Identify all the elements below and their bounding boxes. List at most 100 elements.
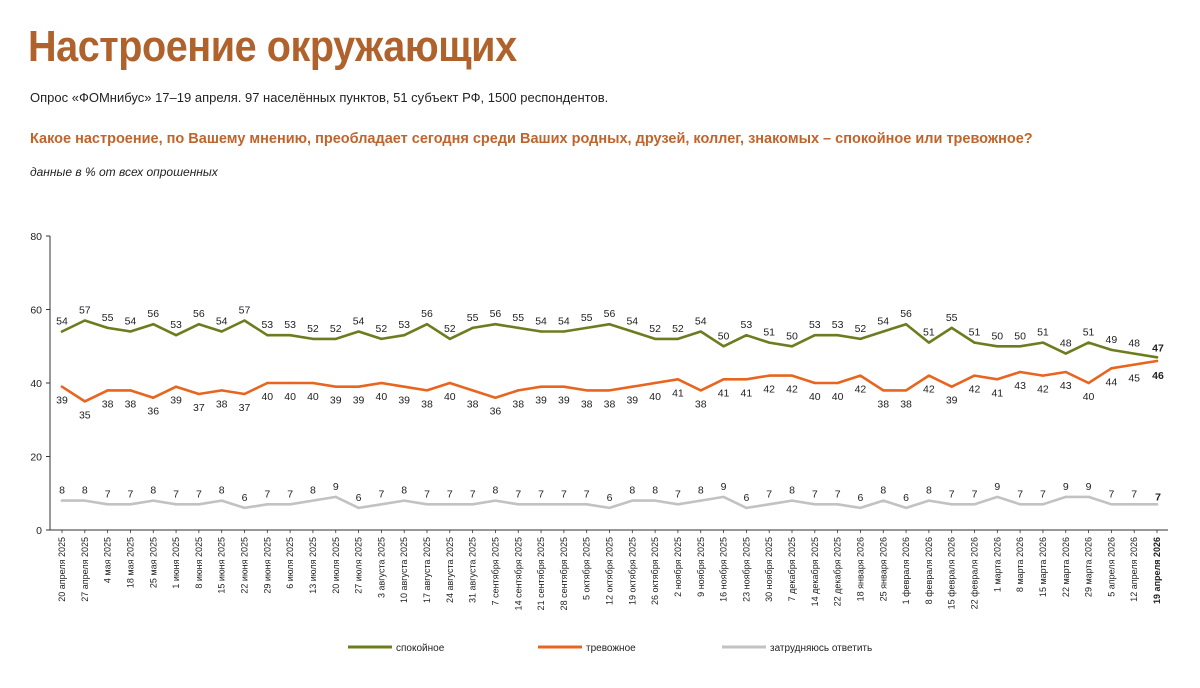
data-label: 6 [242,492,248,504]
data-point [585,326,588,330]
data-label: 40 [376,391,388,403]
data-label: 55 [512,312,524,324]
data-point [83,319,87,322]
data-point [517,389,520,392]
x-tick-label: 18 мая 2025 [125,537,135,588]
data-point [471,326,474,330]
data-point [425,323,429,326]
data-point [243,319,246,322]
x-tick-label: 12 октября 2025 [605,537,615,605]
data-point [174,503,178,506]
data-label: 37 [239,402,251,414]
x-tick-label: 13 июля 2025 [308,537,318,594]
x-tick-label: 10 августа 2025 [399,537,409,603]
data-point [904,389,908,392]
data-label: 53 [809,319,821,331]
data-point [311,337,315,341]
data-point [745,506,748,510]
data-label: 7 [128,488,134,500]
data-label: 7 [173,488,179,500]
data-point [266,381,269,385]
data-label: 52 [444,323,456,335]
data-point [653,337,657,341]
data-label: 56 [147,308,159,320]
data-point [836,381,839,385]
data-label: 7 [766,488,772,500]
data-label: 56 [421,308,433,320]
data-point [996,495,999,499]
x-tick-label: 29 июня 2025 [262,537,272,594]
data-label: 40 [444,391,456,403]
data-label: 42 [1037,384,1049,396]
data-point [608,323,611,326]
data-label: 8 [789,485,795,497]
data-label: 39 [535,395,547,407]
data-point [882,389,885,392]
data-label: 51 [969,327,981,339]
data-point [494,499,497,502]
data-label: 8 [652,485,658,497]
data-point [152,396,155,399]
data-label: 6 [356,492,362,504]
data-note: данные в % от всех опрошенных [30,165,218,179]
data-label: 38 [581,398,593,410]
data-point [996,378,999,381]
data-label: 35 [79,409,91,421]
data-label: 51 [763,327,775,339]
data-label: 7 [447,488,453,500]
data-point [220,330,223,333]
data-point [859,337,862,341]
data-point [1018,370,1022,374]
data-point [243,392,246,396]
data-point [1110,367,1113,370]
data-point [745,378,748,381]
data-label: 8 [310,485,316,497]
x-tick-label: 14 сентября 2025 [513,537,523,610]
data-point [60,385,64,388]
data-label: 51 [1083,327,1095,339]
survey-subtitle: Опрос «ФОМнибус» 17–19 апреля. 97 населё… [30,90,609,105]
data-label: 7 [378,488,384,500]
data-point [608,506,611,510]
data-label: 7 [972,488,978,500]
data-label: 52 [672,323,684,335]
data-point [996,345,999,348]
data-point [1155,356,1159,359]
data-point [357,506,360,510]
data-label: 40 [649,391,661,403]
data-point [836,503,839,506]
survey-question: Какое настроение, по Вашему мнению, прео… [30,131,1033,147]
data-label: 39 [170,395,182,407]
x-tick-label: 4 мая 2025 [103,537,113,583]
data-label: 38 [216,398,228,410]
x-tick-label: 24 августа 2025 [445,537,455,603]
data-label: 7 [584,488,590,500]
x-tick-label: 1 июня 2025 [171,537,181,589]
data-label: 6 [607,492,613,504]
data-point [402,385,406,388]
data-label: 39 [626,395,638,407]
data-point [380,381,383,385]
data-label: 41 [991,387,1003,399]
legend-label: тревожное [586,643,636,654]
data-label: 52 [330,323,342,335]
x-tick-label: 25 января 2026 [878,537,888,601]
data-label: 7 [1040,488,1046,500]
data-label: 8 [493,485,499,497]
data-point [562,385,566,388]
x-tick-label: 19 апреля 2026 [1152,537,1162,604]
data-point [174,334,178,337]
x-tick-label: 31 августа 2025 [468,537,478,603]
data-point [1110,503,1113,506]
data-point [882,330,885,333]
data-point [266,334,269,337]
data-point [402,334,406,337]
data-label: 36 [147,406,159,418]
data-label: 38 [877,398,889,410]
data-label: 41 [672,387,684,399]
data-label: 8 [82,485,88,497]
data-label: 39 [330,395,342,407]
data-label: 53 [284,319,296,331]
data-label: 8 [150,485,156,497]
x-tick-label: 15 июня 2025 [217,537,227,594]
